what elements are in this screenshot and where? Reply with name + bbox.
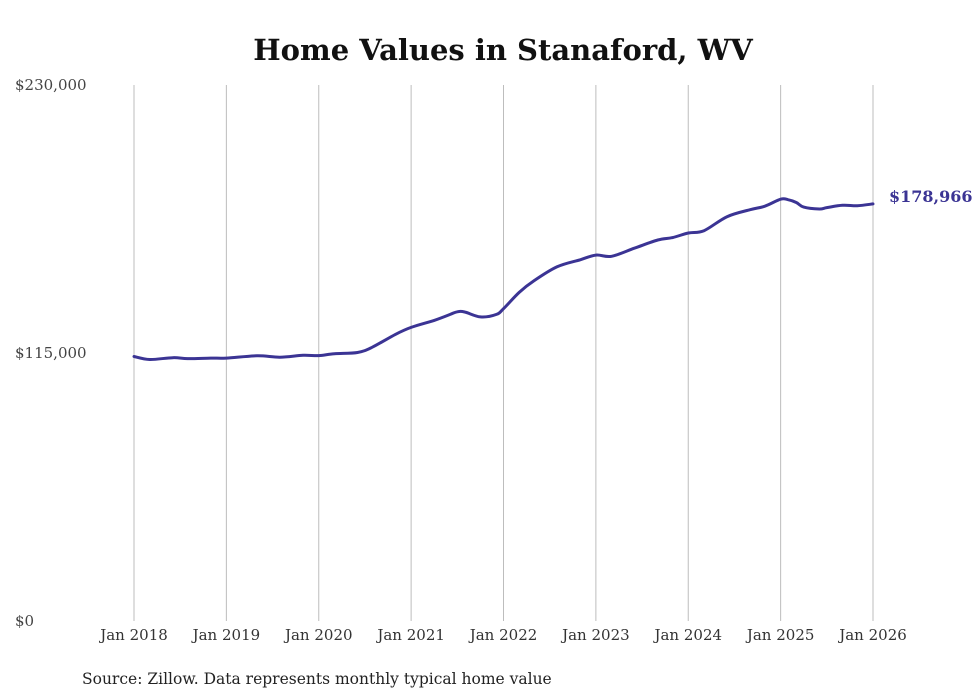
- x-tick-label: Jan 2023: [560, 626, 630, 644]
- chart-title: Home Values in Stanaford, WV: [253, 33, 753, 67]
- x-tick-label: Jan 2018: [98, 626, 168, 644]
- series-line-0: [132, 197, 875, 362]
- series-group: [132, 197, 875, 362]
- x-tick-label: Jan 2021: [375, 626, 445, 644]
- y-tick-label: $0: [15, 612, 34, 630]
- x-tick-label: Jan 2026: [837, 626, 907, 644]
- grid-lines: [133, 85, 874, 621]
- y-axis-ticks: $0 $115,000 $230,000: [15, 76, 87, 630]
- y-tick-label: $230,000: [15, 76, 87, 94]
- source-note: Source: Zillow. Data represents monthly …: [82, 670, 552, 688]
- x-tick-label: Jan 2022: [468, 626, 538, 644]
- x-tick-label: Jan 2025: [745, 626, 815, 644]
- end-value-label: $178,966: [889, 187, 973, 206]
- y-tick-label: $115,000: [15, 344, 87, 362]
- x-tick-label: Jan 2019: [191, 626, 261, 644]
- x-tick-label: Jan 2024: [652, 626, 722, 644]
- x-axis-ticks: Jan 2018 Jan 2019 Jan 2020 Jan 2021 Jan 2022…: [98, 626, 907, 644]
- x-tick-label: Jan 2020: [283, 626, 353, 644]
